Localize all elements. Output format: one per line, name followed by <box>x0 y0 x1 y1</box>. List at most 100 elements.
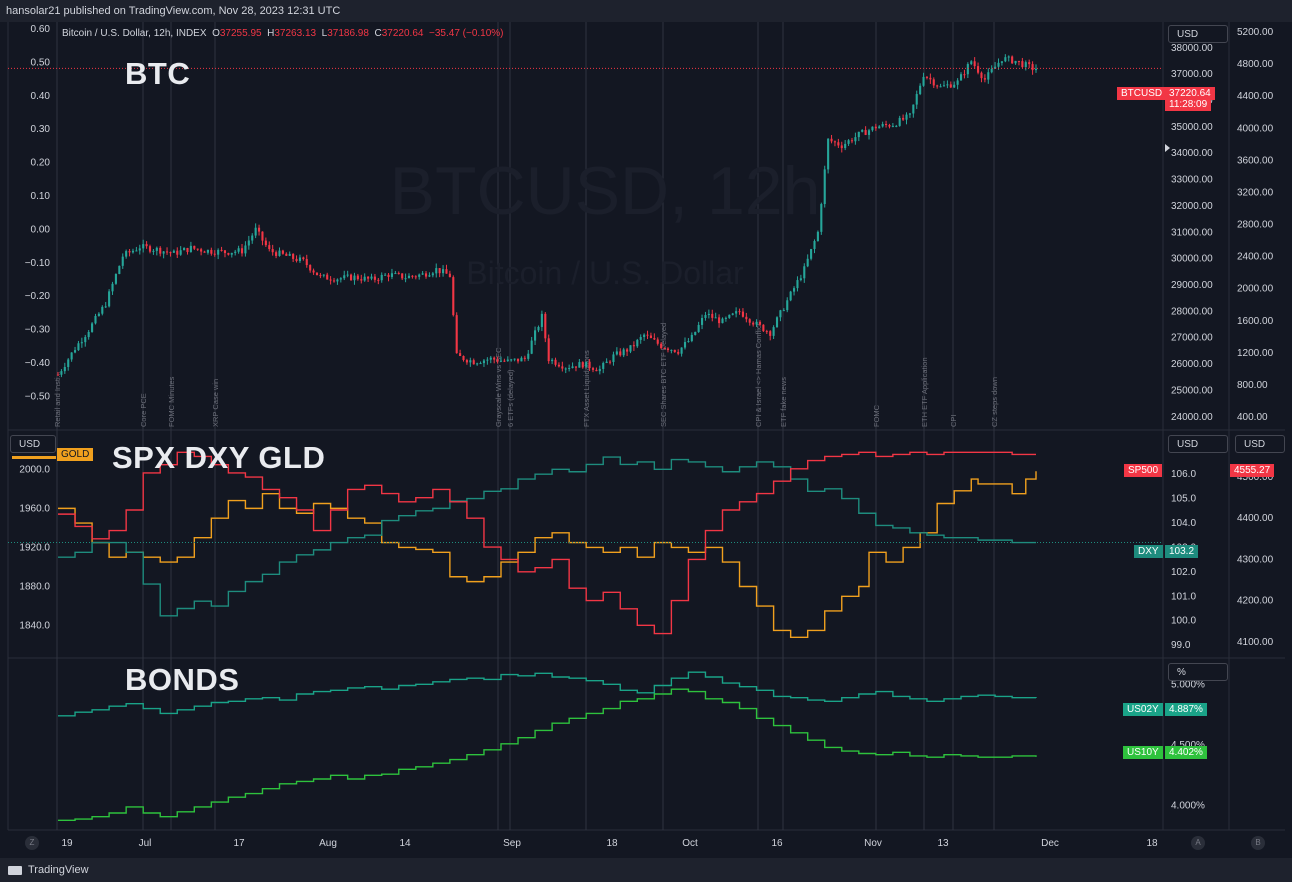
btc-candle-body <box>629 345 632 352</box>
btc-candle-body <box>636 339 639 347</box>
btc-candle-body <box>922 76 925 86</box>
legend-close-value: 37220.64 <box>381 28 424 39</box>
tradingview-logo-icon <box>8 865 22 875</box>
btc-candle-body <box>503 360 506 362</box>
btc-secondary-tick: 2800.00 <box>1237 220 1274 231</box>
x-tick-label: 18 <box>606 838 618 849</box>
btc-currency-selector[interactable]: USD <box>1168 25 1228 43</box>
btc-price-tick: 24000.00 <box>1171 412 1213 423</box>
btc-candle-body <box>748 319 751 323</box>
btc-candle-body <box>997 62 1000 67</box>
btc-candle-body <box>612 354 615 363</box>
btc-candle-body <box>823 169 826 205</box>
btc-left-tick: 0.00 <box>31 224 51 235</box>
scale-mode-button[interactable]: B <box>1251 836 1265 850</box>
btc-candle-body <box>176 250 179 255</box>
btc-left-tick: 0.30 <box>31 124 51 135</box>
btc-candle-body <box>939 86 942 88</box>
btc-candle-body <box>646 334 649 336</box>
btc-candle-body <box>431 273 434 276</box>
btc-candle-body <box>87 331 90 338</box>
btc-candle-body <box>700 317 704 325</box>
btc-candle-body <box>121 256 124 266</box>
macro-pane-title: SPX DXY GLD <box>112 440 326 475</box>
btc-candle-body <box>329 279 332 281</box>
chart-canvas[interactable]: Retail and Insti... Core PCE FOMC Minutes X… <box>0 22 1292 858</box>
btc-candle-body <box>309 265 312 271</box>
btc-candle-body <box>602 363 605 369</box>
btc-candle-body <box>179 250 182 255</box>
bonds-axis-tick: 5.000% <box>1171 679 1205 690</box>
btc-candle-body <box>850 140 854 142</box>
btc-secondary-tick: 1600.00 <box>1237 316 1274 327</box>
btc-candle-body <box>302 257 305 260</box>
btc-candle-body <box>125 251 128 257</box>
btc-candle-body <box>128 251 131 253</box>
btc-pane <box>8 54 1170 378</box>
btc-candle-body <box>840 145 843 149</box>
btc-candle-body <box>142 244 145 249</box>
grid-layer: Retail and Insti... Core PCE FOMC Minutes X… <box>7 22 1285 831</box>
btc-candle-body <box>953 84 956 88</box>
btc-candle-body <box>925 76 929 78</box>
btc-candle-body <box>1021 61 1024 68</box>
btc-candle-body <box>588 361 591 369</box>
btc-candle-body <box>131 250 135 253</box>
btc-candle-body <box>63 366 66 372</box>
auto-scale-button[interactable]: A <box>1191 836 1205 850</box>
btc-price-tick: 32000.00 <box>1171 201 1213 212</box>
btc-candle-body <box>469 360 472 363</box>
btc-candle-body <box>963 74 966 76</box>
btc-candle-body <box>847 140 850 144</box>
x-tick-label: Aug <box>319 838 337 849</box>
btc-candle-body <box>581 362 584 368</box>
btc-candle-body <box>1017 60 1021 62</box>
watermark-subtitle: Bitcoin / U.S. Dollar <box>466 255 744 291</box>
btc-left-tick: −0.40 <box>25 358 51 369</box>
btc-candle-body <box>775 317 779 328</box>
watermark-title: BTCUSD, 12h <box>390 153 821 229</box>
btc-candle-body <box>486 359 489 361</box>
btc-candle-body <box>721 318 724 324</box>
watermark-layer: BTCUSD, 12h Bitcoin / U.S. Dollar <box>390 153 821 291</box>
legend-symbol: Bitcoin / U.S. Dollar, 12h, INDEX <box>62 28 207 39</box>
btc-candle-body <box>240 248 244 254</box>
btc-candle-body <box>864 129 867 135</box>
sp500-currency-selector[interactable]: USD <box>1235 435 1285 453</box>
btc-candle-body <box>885 124 888 126</box>
btc-candle-body <box>622 349 625 356</box>
btc-candle-body <box>639 337 642 340</box>
btc-candle-body <box>810 249 813 259</box>
btc-candle-body <box>949 84 952 88</box>
btc-candle-body <box>230 252 233 255</box>
btc-candle-body <box>537 326 540 331</box>
btc-candle-body <box>663 348 666 350</box>
btc-candle-body <box>752 322 755 325</box>
btc-candle-body <box>990 68 993 73</box>
btc-candle-body <box>677 352 680 354</box>
btc-pane-title: BTC <box>125 56 191 91</box>
btc-left-tick: 0.10 <box>31 191 51 202</box>
btc-candle-body <box>257 227 261 232</box>
legend-close-label: C <box>374 28 382 39</box>
btc-candle-body <box>80 342 83 344</box>
btc-candle-body <box>332 280 336 282</box>
macro-left-currency-selector[interactable]: USD <box>10 435 56 453</box>
btc-candle-body <box>101 306 104 314</box>
dxy-axis-tick: 104.0 <box>1171 518 1196 529</box>
event-label: CPI & Israel <> Hamas Conflict <box>754 322 763 427</box>
btc-candle-body <box>206 249 209 253</box>
btc-candle-body <box>148 246 152 252</box>
bonds-unit-selector[interactable]: % <box>1168 663 1228 681</box>
btc-price-tag: 37220.64 <box>1165 87 1215 100</box>
timezone-button[interactable]: Z <box>25 836 39 850</box>
btc-candle-body <box>390 273 394 277</box>
x-tick-label: Dec <box>1041 838 1059 849</box>
btc-candle-body <box>1011 56 1014 64</box>
btc-candle-body <box>210 249 213 254</box>
btc-candle-body <box>568 367 571 369</box>
btc-candle-body <box>820 204 823 232</box>
btc-candle-body <box>983 78 986 80</box>
macro-currency-selector[interactable]: USD <box>1168 435 1228 453</box>
btc-candle-body <box>816 231 819 241</box>
